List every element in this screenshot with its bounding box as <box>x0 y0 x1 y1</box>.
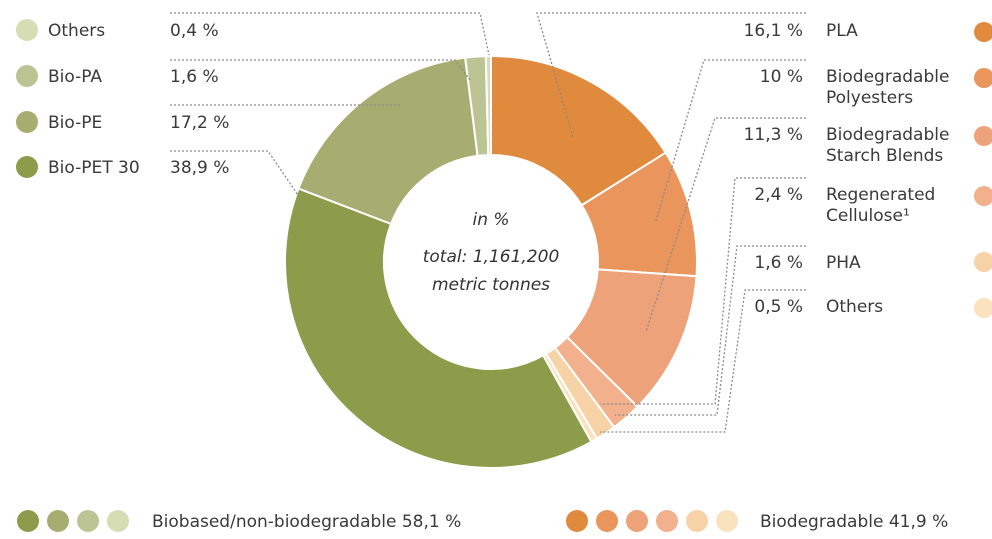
group-legend-dot-0-0 <box>17 510 39 532</box>
left-legend-dot-1 <box>16 65 38 87</box>
right-value-3: 2,4 % <box>754 185 803 205</box>
leader-line-3 <box>600 177 806 405</box>
right-legend-dot-1 <box>974 68 992 88</box>
right-label-4-line-0: PHA <box>826 253 861 273</box>
group-legend-dot-1-1 <box>596 510 618 532</box>
group-legend-dot-1-2 <box>626 510 648 532</box>
right-label-3-line-1: Cellulose¹ <box>826 206 910 226</box>
right-value-4: 1,6 % <box>754 253 803 273</box>
right-label-3-line-0: Regenerated <box>826 185 935 205</box>
right-label-1-line-1: Polyesters <box>826 88 913 108</box>
slice-pla-0 <box>490 54 668 207</box>
group-legend: Biobased/non-biodegradable 58,1 % Biodegr… <box>17 510 948 532</box>
left-value-3: 38,9 % <box>170 158 229 178</box>
group-legend-dot-1-0 <box>566 510 588 532</box>
left-label-1: Bio-PA <box>48 67 102 87</box>
group-legend-dot-1-4 <box>686 510 708 532</box>
left-legend-dot-0 <box>16 19 38 41</box>
center-text-line-1: total: 1,161,200 <box>423 247 560 267</box>
slice-others-9 <box>484 54 492 157</box>
right-label-0-line-0: PLA <box>826 21 858 41</box>
group-legend-dot-0-1 <box>47 510 69 532</box>
right-legend-dot-2 <box>974 126 992 146</box>
right-legend-dot-4 <box>974 252 992 272</box>
legend-left: Others 0,4 % Bio-PA 1,6 % Bio-PE 17,2 % Bio-PE… <box>16 19 229 178</box>
group-legend-dot-1-3 <box>656 510 678 532</box>
slice-bio-pet-30-6 <box>284 187 593 469</box>
left-value-1: 1,6 % <box>170 67 219 87</box>
leader-line-5 <box>600 289 806 433</box>
left-label-2: Bio-PE <box>48 113 102 133</box>
leader-line-2 <box>645 117 806 333</box>
left-label-0: Others <box>48 21 105 41</box>
group-legend-dot-1-5 <box>716 510 738 532</box>
right-value-5: 0,5 % <box>754 297 803 317</box>
left-legend-dot-2 <box>16 111 38 133</box>
donut-center-label: in % total: 1,161,200 metric tonnes <box>423 210 560 295</box>
right-value-1: 10 % <box>760 67 803 87</box>
right-label-1-line-0: Biodegradable <box>826 67 949 87</box>
left-value-2: 17,2 % <box>170 113 229 133</box>
left-label-3: Bio-PET 30 <box>48 158 140 178</box>
donut-slices <box>284 54 698 469</box>
center-text-line-2: metric tonnes <box>432 275 550 295</box>
leader-line-0 <box>536 12 806 139</box>
left-leader-line-1 <box>170 59 471 81</box>
group-legend-label-0: Biobased/non-biodegradable 58,1 % <box>152 512 461 532</box>
center-text-line-0: in % <box>472 210 509 230</box>
right-legend-dot-3 <box>974 186 992 206</box>
right-legend-dot-5 <box>974 298 992 318</box>
group-legend-dot-0-2 <box>77 510 99 532</box>
left-value-0: 0,4 % <box>170 21 219 41</box>
right-legend-dot-0 <box>974 22 992 42</box>
right-value-2: 11,3 % <box>744 125 803 145</box>
right-label-2-line-0: Biodegradable <box>826 125 949 145</box>
left-legend-dot-3 <box>16 156 38 178</box>
slice-bio-pe-7 <box>297 56 479 226</box>
group-legend-dot-0-3 <box>107 510 129 532</box>
leader-line-1 <box>655 59 806 221</box>
leader-lines <box>170 12 806 433</box>
group-legend-label-1: Biodegradable 41,9 % <box>760 512 948 532</box>
right-label-2-line-1: Starch Blends <box>826 146 943 166</box>
right-value-0: 16,1 % <box>744 21 803 41</box>
left-leader-line-0 <box>170 12 490 56</box>
right-label-5-line-0: Others <box>826 297 883 317</box>
left-leader-line-3 <box>170 150 299 196</box>
